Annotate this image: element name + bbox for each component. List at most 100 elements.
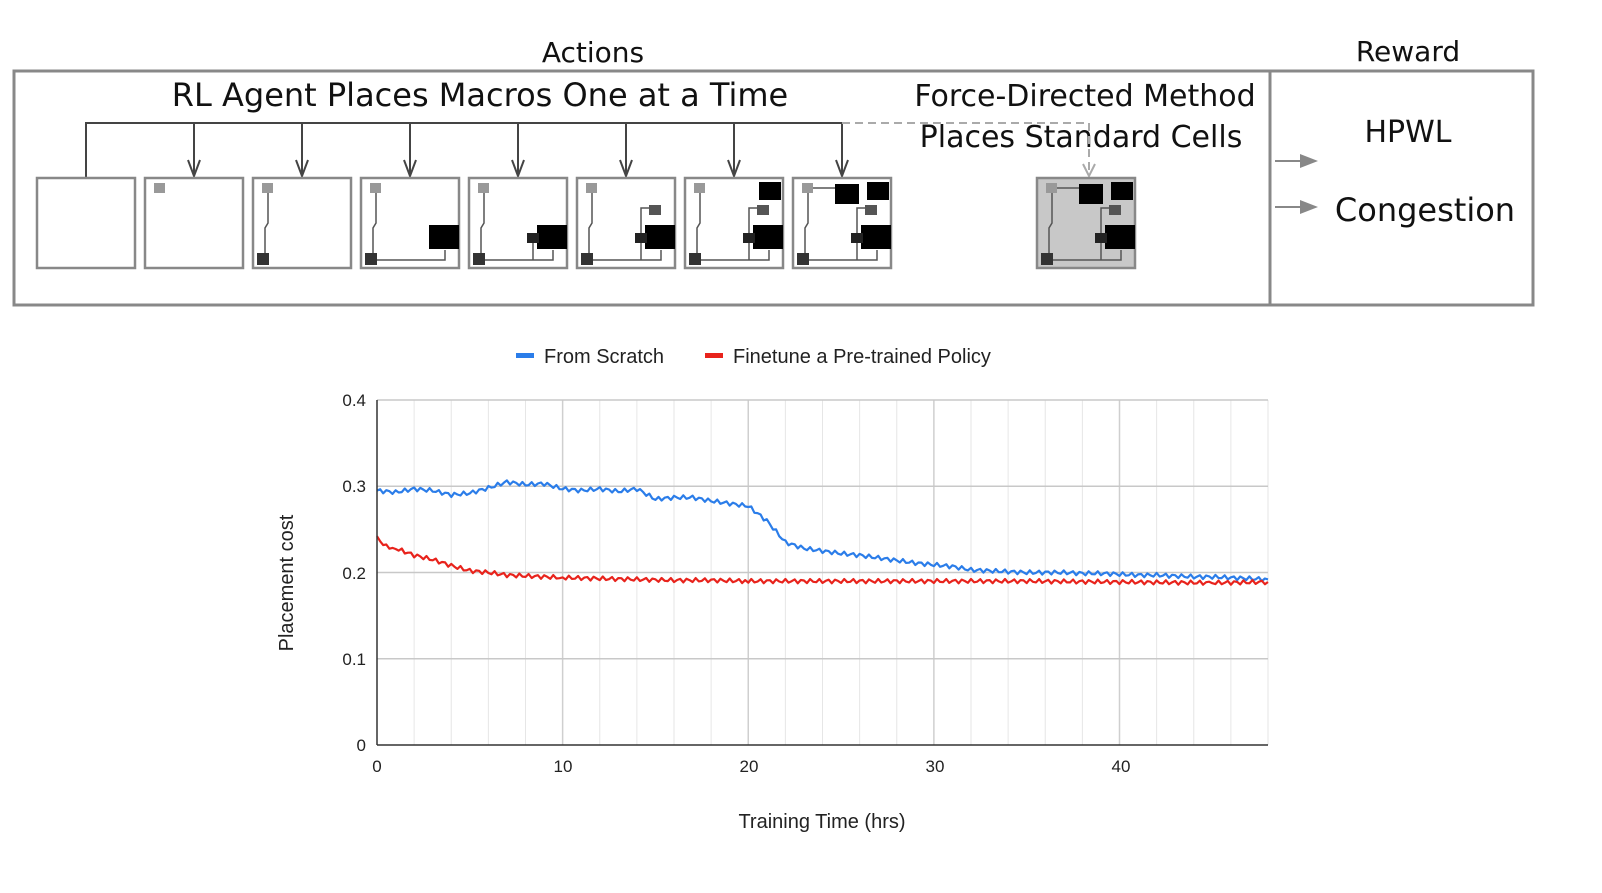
x-axis-label: Training Time (hrs) bbox=[738, 811, 905, 833]
arrowhead-icon bbox=[835, 159, 849, 179]
legend-label-finetune: Finetune a Pre-trained Policy bbox=[733, 346, 991, 368]
placement-canvas bbox=[791, 176, 893, 270]
pin-icon bbox=[478, 183, 489, 193]
macro-icon bbox=[757, 205, 769, 215]
pin-icon bbox=[802, 183, 813, 193]
wire bbox=[372, 193, 377, 258]
macro-icon bbox=[851, 233, 863, 243]
wire bbox=[856, 207, 865, 233]
macro-icon bbox=[1105, 225, 1135, 249]
macro-icon bbox=[635, 233, 647, 243]
macro-icon bbox=[649, 205, 661, 215]
arrow-to-congestion-icon bbox=[1275, 200, 1318, 214]
placement-canvas bbox=[575, 176, 677, 270]
macro-icon bbox=[1111, 182, 1133, 200]
wire bbox=[588, 193, 593, 258]
arrowhead-icon bbox=[619, 159, 633, 179]
legend: From Scratch Finetune a Pre-trained Poli… bbox=[516, 346, 991, 368]
force-directed-label-2: Places Standard Cells bbox=[920, 120, 1243, 155]
gridlines bbox=[377, 399, 1269, 745]
wire bbox=[483, 250, 554, 261]
reward-congestion: Congestion bbox=[1335, 191, 1515, 229]
macro-icon bbox=[257, 253, 269, 265]
wire bbox=[264, 193, 269, 258]
macro-icon bbox=[835, 184, 859, 204]
reward-title: Reward bbox=[1356, 35, 1460, 68]
dashed-arrowhead-icon bbox=[1082, 163, 1096, 179]
x-tick-label: 10 bbox=[554, 757, 573, 776]
wire bbox=[804, 193, 809, 258]
wire bbox=[748, 207, 757, 233]
actions-title: Actions bbox=[542, 36, 644, 69]
macro-icon bbox=[365, 253, 377, 265]
y-tick-label: 0 bbox=[357, 736, 366, 755]
reward-hpwl: HPWL bbox=[1364, 115, 1451, 150]
wire bbox=[591, 250, 662, 261]
placement-canvas bbox=[359, 176, 461, 270]
placement-canvas bbox=[683, 176, 785, 270]
wire bbox=[480, 193, 485, 258]
wire bbox=[1100, 207, 1109, 233]
macro-icon bbox=[1079, 184, 1103, 204]
x-tick-label: 40 bbox=[1112, 757, 1131, 776]
legend-label-from-scratch: From Scratch bbox=[544, 346, 664, 368]
pin-icon bbox=[694, 183, 705, 193]
macro-icon bbox=[753, 225, 783, 249]
wire bbox=[807, 250, 878, 261]
macro-icon bbox=[1041, 253, 1053, 265]
pin-icon bbox=[262, 183, 273, 193]
canvas-frame bbox=[35, 176, 137, 270]
series-line-from-scratch bbox=[376, 479, 1269, 583]
y-axis-label: Placement cost bbox=[276, 514, 298, 651]
wire bbox=[699, 250, 770, 261]
macro-icon bbox=[867, 182, 889, 200]
placement-canvas bbox=[1035, 176, 1137, 270]
rl-agent-label: RL Agent Places Macros One at a Time bbox=[172, 76, 788, 114]
arrowhead-icon bbox=[295, 159, 309, 179]
macro-icon bbox=[527, 233, 539, 243]
chart: From Scratch Finetune a Pre-trained Poli… bbox=[276, 346, 1269, 833]
wire bbox=[696, 193, 701, 258]
legend-swatch-finetune bbox=[705, 353, 723, 358]
placement-canvas bbox=[251, 176, 353, 270]
macro-icon bbox=[1095, 233, 1107, 243]
y-tick-label: 0.3 bbox=[342, 477, 366, 496]
arrowhead-icon bbox=[403, 159, 417, 179]
placement-diagram: Actions Reward RL Agent Places Macros On… bbox=[12, 35, 1535, 307]
placement-steps bbox=[35, 122, 1137, 270]
arrowhead-icon bbox=[187, 159, 201, 179]
bus-line bbox=[85, 122, 842, 178]
y-tick-label: 0.4 bbox=[342, 391, 366, 410]
wire bbox=[640, 207, 649, 233]
arrowhead-icon bbox=[511, 159, 525, 179]
placement-canvas bbox=[467, 176, 569, 270]
pin-icon bbox=[154, 183, 165, 193]
arrow-to-hpwl-icon bbox=[1275, 154, 1318, 168]
macro-icon bbox=[645, 225, 675, 249]
pin-icon bbox=[1046, 183, 1057, 193]
x-tick-labels: 0 10 20 30 40 bbox=[372, 757, 1130, 776]
x-tick-label: 30 bbox=[926, 757, 945, 776]
macro-icon bbox=[537, 225, 567, 249]
macro-icon bbox=[581, 253, 593, 265]
wire bbox=[375, 250, 446, 261]
y-tick-label: 0.1 bbox=[342, 650, 366, 669]
x-tick-label: 20 bbox=[740, 757, 759, 776]
macro-icon bbox=[861, 225, 891, 249]
y-tick-labels: 0 0.1 0.2 0.3 0.4 bbox=[342, 391, 366, 755]
force-directed-label-1: Force-Directed Method bbox=[914, 79, 1255, 114]
legend-swatch-from-scratch bbox=[516, 353, 534, 358]
pin-icon bbox=[370, 183, 381, 193]
macro-icon bbox=[689, 253, 701, 265]
pin-icon bbox=[586, 183, 597, 193]
macro-icon bbox=[1109, 205, 1121, 215]
wire bbox=[1048, 193, 1053, 258]
x-tick-label: 0 bbox=[372, 757, 381, 776]
placement-canvas bbox=[143, 176, 245, 270]
macro-icon bbox=[865, 205, 877, 215]
macro-icon bbox=[759, 182, 781, 200]
dashed-arrow bbox=[842, 122, 1090, 170]
macro-icon bbox=[473, 253, 485, 265]
macro-icon bbox=[743, 233, 755, 243]
